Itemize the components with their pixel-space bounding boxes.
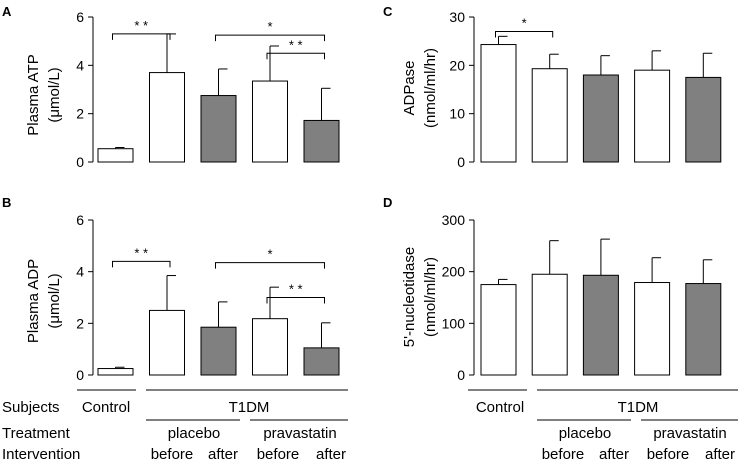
panel-b-sig-label-1: * xyxy=(267,247,272,262)
panel-c-ylabel: ADPase xyxy=(401,60,418,115)
treatment-label: Treatment xyxy=(2,425,71,442)
t1dm-label: T1DM xyxy=(229,399,270,416)
panel-a-chart: A Plasma ATP (μmol/L) 0 2 4 6 * * * * * xyxy=(2,4,340,170)
panel-b-letter: B xyxy=(2,195,11,210)
panel-d-bar-3 xyxy=(634,282,671,376)
placebo-label: placebo xyxy=(168,425,221,442)
t1dm-label-right: T1DM xyxy=(618,399,659,416)
panel-d-bar-2 xyxy=(582,274,619,376)
panel-b-ylabel: Plasma ADP xyxy=(25,259,42,343)
panel-a-sig-label-0: * * xyxy=(134,18,148,33)
panel-a-letter: A xyxy=(2,4,12,19)
panel-b-sig-label-2: * * xyxy=(289,282,303,297)
panel-c-ytick-label-1: 10 xyxy=(449,106,465,122)
panel-a-ytick-label-0: 0 xyxy=(76,154,84,170)
panel-b-chart: B Plasma ADP (μmol/L) 0 2 4 6 * * * * * xyxy=(2,195,340,383)
panel-d-ylabel: 5'-nucleotidase xyxy=(401,247,418,347)
panel-a-bar-3 xyxy=(252,80,288,163)
panel-a-sig-label-2: * * xyxy=(289,37,303,52)
panel-d-ytick-label-2: 200 xyxy=(442,264,466,280)
panel-b-bar-4 xyxy=(303,347,340,376)
panel-b-sig-bracket-1 xyxy=(215,262,325,269)
panel-a-ylabel: Plasma ATP xyxy=(25,54,42,135)
panel-d-bar-0 xyxy=(480,284,517,376)
panel-d-ytick-label-3: 300 xyxy=(442,212,466,228)
panel-c-ytick-label-2: 20 xyxy=(449,57,465,73)
panel-c-bar-3 xyxy=(634,69,671,163)
pravastatin-after-label-right: after xyxy=(705,446,735,461)
panel-c-bar-4 xyxy=(685,76,722,163)
panel-a-sig-bracket-2 xyxy=(266,52,325,60)
panel-c-ytick-label-3: 30 xyxy=(449,9,465,25)
control-label: Control xyxy=(82,399,130,416)
placebo-after-label: after xyxy=(208,446,238,461)
panel-a-yunit: (μmol/L) xyxy=(46,67,63,122)
legend-right: Control T1DM placebo pravastatin before … xyxy=(468,389,738,461)
pravastatin-label: pravastatin xyxy=(263,425,336,442)
panel-d-bar-4 xyxy=(685,283,722,376)
panel-b-ytick-label-3: 6 xyxy=(76,212,84,228)
panel-c-sig-bracket-0 xyxy=(495,31,554,38)
panel-c-letter: C xyxy=(383,4,393,19)
panel-c-bar-0 xyxy=(480,44,517,163)
placebo-after-label-right: after xyxy=(599,446,629,461)
panel-a-sig-bracket-1 xyxy=(215,34,325,42)
panel-b-bar-3 xyxy=(252,318,288,376)
pravastatin-before-label-right: before xyxy=(647,446,690,461)
pravastatin-after-label: after xyxy=(316,446,346,461)
panel-b-bar-2 xyxy=(200,326,237,376)
panel-d-ytick-label-0: 0 xyxy=(457,367,465,383)
placebo-before-label-right: before xyxy=(542,446,585,461)
legend-left: Subjects Control T1DM Treatment placebo … xyxy=(2,389,348,461)
panel-b-ytick-label-0: 0 xyxy=(76,367,84,383)
pravastatin-label-right: pravastatin xyxy=(653,425,726,442)
panel-c-yunit: (nmol/ml/hr) xyxy=(422,48,439,128)
panel-d-ytick-label-1: 100 xyxy=(442,315,466,331)
subjects-label: Subjects xyxy=(2,399,60,416)
panel-b-ytick-label-1: 2 xyxy=(76,315,84,331)
panel-b-sig-label-0: * * xyxy=(134,245,148,260)
panel-d-chart: D 5'-nucleotidase (nmol/ml/hr) 0 100 200 30… xyxy=(383,195,722,383)
panel-a-sig-label-1: * xyxy=(267,19,272,34)
panel-a-bar-1 xyxy=(149,72,185,163)
panel-d-yunit: (nmol/ml/hr) xyxy=(422,257,439,337)
panel-c-sig-label-0: * xyxy=(522,16,527,31)
panel-a-ytick-label-2: 4 xyxy=(76,57,84,73)
panel-c-chart: C ADPase (nmol/ml/hr) 0 10 20 30 * xyxy=(383,4,722,170)
panel-b-sig-bracket-0 xyxy=(112,260,171,268)
panel-b-bar-1 xyxy=(149,309,185,376)
panel-d-bar-1 xyxy=(531,273,568,376)
panel-c-bar-1 xyxy=(531,68,568,163)
intervention-label: Intervention xyxy=(2,446,80,461)
panel-a-bar-4 xyxy=(303,119,340,163)
panel-a-sig-bracket-0 xyxy=(112,33,171,40)
panel-a-ytick-label-1: 2 xyxy=(76,106,84,122)
panel-a-bar-0 xyxy=(97,148,134,163)
panel-a-ytick-label-3: 6 xyxy=(76,9,84,25)
panel-b-ytick-label-2: 4 xyxy=(76,264,84,280)
panel-a-bar-2 xyxy=(200,95,237,163)
placebo-label-right: placebo xyxy=(559,425,612,442)
panel-b-sig-bracket-2 xyxy=(266,297,325,304)
panel-d-letter: D xyxy=(383,195,392,210)
panel-c-bar-2 xyxy=(582,74,619,163)
control-label-right: Control xyxy=(476,399,524,416)
panel-c-ytick-label-0: 0 xyxy=(457,154,465,170)
placebo-before-label: before xyxy=(151,446,194,461)
panel-b-bar-0 xyxy=(97,368,134,376)
panel-b-yunit: (μmol/L) xyxy=(46,273,63,328)
pravastatin-before-label: before xyxy=(257,446,300,461)
